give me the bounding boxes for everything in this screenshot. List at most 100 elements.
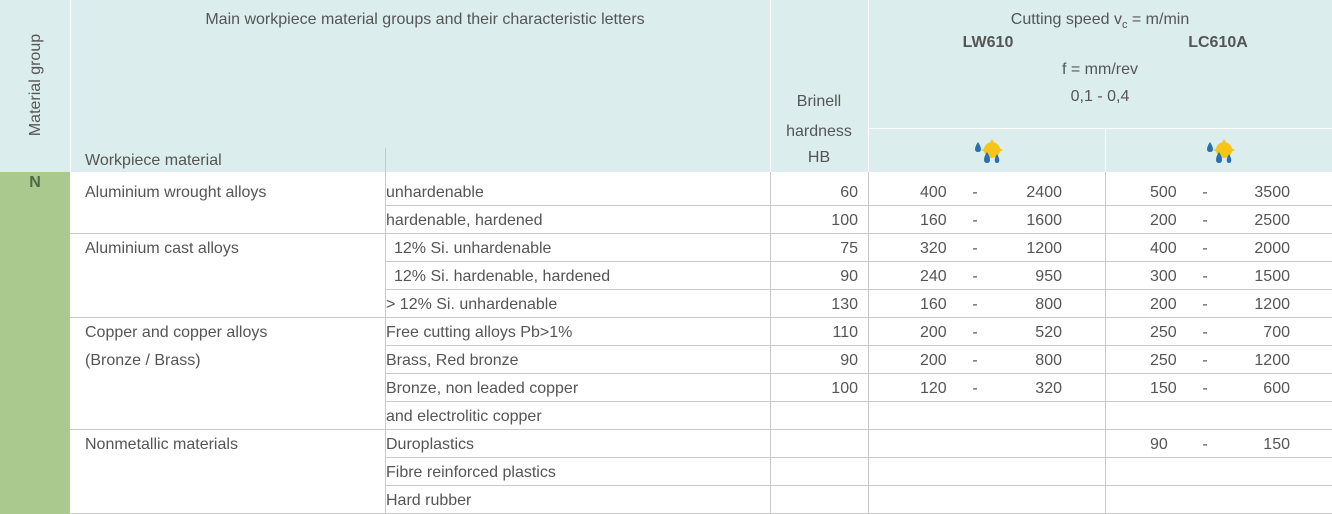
row-line	[385, 485, 1332, 486]
hardness: 60	[840, 184, 858, 201]
header-line	[385, 148, 386, 172]
hardness: 100	[831, 212, 858, 229]
speed-to: 1200	[1026, 240, 1062, 257]
column-line	[385, 172, 386, 514]
speed-from: 200	[920, 352, 947, 369]
range-separator: -	[1202, 436, 1208, 453]
speed-from: 90	[1150, 436, 1168, 453]
coolant-icon	[1207, 139, 1235, 163]
header-line	[868, 0, 869, 172]
workpiece-material: Aluminium wrought alloys	[85, 184, 267, 201]
speed-from: 250	[1150, 324, 1177, 341]
row-line	[385, 401, 1332, 402]
range-separator: -	[972, 380, 978, 397]
header-line	[70, 0, 71, 172]
workpiece-material: Aluminium cast alloys	[85, 240, 239, 257]
hardness: 90	[840, 268, 858, 285]
material-subtype: Brass, Red bronze	[386, 352, 519, 369]
workpiece-material: Nonmetallic materials	[85, 436, 238, 453]
row-line	[385, 261, 1332, 262]
speed-to: 320	[1035, 380, 1062, 397]
speed-to: 1600	[1026, 212, 1062, 229]
hardness: 75	[840, 240, 858, 257]
speed-from: 160	[920, 212, 947, 229]
material-subtype: > 12% Si. unhardenable	[386, 296, 558, 313]
speed-from: 160	[920, 296, 947, 313]
coolant-icon	[975, 139, 1003, 163]
column-line	[770, 172, 771, 514]
speed-from: 300	[1150, 268, 1177, 285]
group-line	[70, 317, 385, 318]
column-line	[868, 172, 869, 514]
row-line	[385, 429, 1332, 430]
speed-from: 150	[1150, 380, 1177, 397]
main-title: Main workpiece material groups and their…	[205, 11, 645, 28]
speed-from: 400	[920, 184, 947, 201]
header-line	[770, 0, 771, 172]
row-line	[385, 317, 1332, 318]
speed-to: 1200	[1254, 352, 1290, 369]
group-letter: N	[29, 174, 41, 191]
speed-to: 800	[1035, 352, 1062, 369]
speed-to: 520	[1035, 324, 1062, 341]
speed-from: 200	[1150, 296, 1177, 313]
range-separator: -	[972, 240, 978, 257]
grade: LC610A	[1188, 34, 1248, 51]
range-separator: -	[1202, 184, 1208, 201]
text: Cutting speed v	[1010, 11, 1122, 28]
speed-from: 320	[920, 240, 947, 257]
speed-to: 800	[1035, 296, 1062, 313]
material-subtype: hardenable, hardened	[386, 212, 543, 229]
range-separator: -	[1202, 212, 1208, 229]
speed-to: 2000	[1254, 240, 1290, 257]
material-group-label: Material group	[27, 33, 44, 137]
material-subtype: 12% Si. hardenable, hardened	[394, 268, 611, 285]
grade: LW610	[962, 34, 1014, 51]
speed-to: 700	[1263, 324, 1290, 341]
range-separator: -	[972, 352, 978, 369]
material-subtype: Duroplastics	[386, 436, 475, 453]
material-subtype: Fibre reinforced plastics	[386, 464, 556, 481]
material-subtype: Hard rubber	[386, 492, 472, 509]
range-separator: -	[972, 212, 978, 229]
speed-from: 250	[1150, 352, 1177, 369]
brinell-label: hardness	[786, 123, 852, 140]
row-line	[385, 205, 1332, 206]
speed-from: 500	[1150, 184, 1177, 201]
speed-to: 2400	[1026, 184, 1062, 201]
cutting-speed: Cutting speed vc = m/min	[1011, 10, 1189, 35]
brinell-label: Brinell	[796, 93, 842, 110]
speed-to: 3500	[1254, 184, 1290, 201]
hardness: 130	[831, 296, 858, 313]
range-separator: -	[972, 268, 978, 285]
material-subtype: Bronze, non leaded copper	[386, 380, 579, 397]
workpiece-label: Workpiece material	[85, 152, 222, 169]
group-line	[70, 233, 385, 234]
range-separator: -	[1202, 324, 1208, 341]
range-separator: -	[972, 296, 978, 313]
range-separator: -	[972, 184, 978, 201]
brinell-label: HB	[807, 149, 831, 166]
row-line	[385, 233, 1332, 234]
group-line	[70, 429, 385, 430]
speed-to: 600	[1263, 380, 1290, 397]
feed-range: 0,1 - 0,4	[1070, 88, 1130, 105]
header-band	[0, 0, 1332, 172]
speed-from: 400	[1150, 240, 1177, 257]
row-line	[385, 289, 1332, 290]
text: c	[1121, 19, 1128, 32]
speed-from: 120	[920, 380, 947, 397]
feed: f = mm/rev	[1061, 61, 1139, 78]
speed-to: 2500	[1254, 212, 1290, 229]
range-separator: -	[1202, 296, 1208, 313]
range-separator: -	[1202, 380, 1208, 397]
row-line	[385, 373, 1332, 374]
range-separator: -	[972, 324, 978, 341]
speed-from: 200	[920, 324, 947, 341]
speed-from: 200	[1150, 212, 1177, 229]
material-subtype: 12% Si. unhardenable	[394, 240, 552, 257]
material-subtype: unhardenable	[386, 184, 484, 201]
text: = m/min	[1127, 11, 1190, 28]
hardness: 90	[840, 352, 858, 369]
